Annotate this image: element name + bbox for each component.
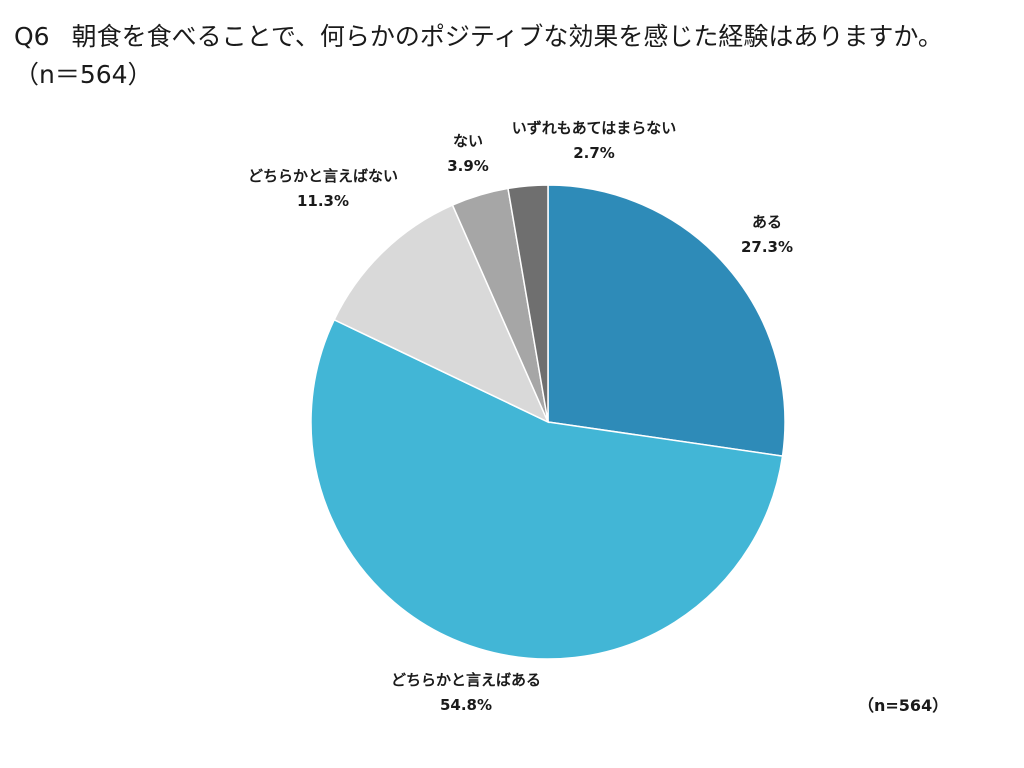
sample-size-note: （n=564）	[858, 696, 949, 715]
pie-slice-5	[507, 184, 549, 423]
slice-value-label-5: 2.7%	[573, 144, 615, 162]
chart-title: Q6 朝食を食べることで、何らかのポジティブな効果を感じた経験はありますか。	[14, 20, 943, 54]
slice-label-1: ある	[752, 213, 782, 231]
slice-value-label-2: 54.8%	[440, 696, 492, 714]
pie-slice-1	[547, 184, 786, 457]
question-text: 朝食を食べることで、何らかのポジティブな効果を感じた経験はありますか。	[71, 22, 943, 51]
slice-value-label-3: 11.3%	[297, 192, 349, 210]
slice-label-4: ない	[453, 132, 483, 150]
slice-label-2: どちらかと言えばある	[391, 671, 541, 689]
question-number: Q6	[14, 22, 50, 51]
slice-value-label-4: 3.9%	[447, 157, 489, 175]
chart-subtitle-sample-size: （n＝564）	[14, 60, 153, 89]
pie-slice-3	[333, 204, 550, 424]
pie-slice-2	[310, 318, 784, 660]
slice-value-label-1: 27.3%	[741, 238, 793, 256]
slice-label-3: どちらかと言えばない	[248, 167, 398, 185]
slice-label-5: いずれもあてはまらない	[512, 119, 676, 137]
